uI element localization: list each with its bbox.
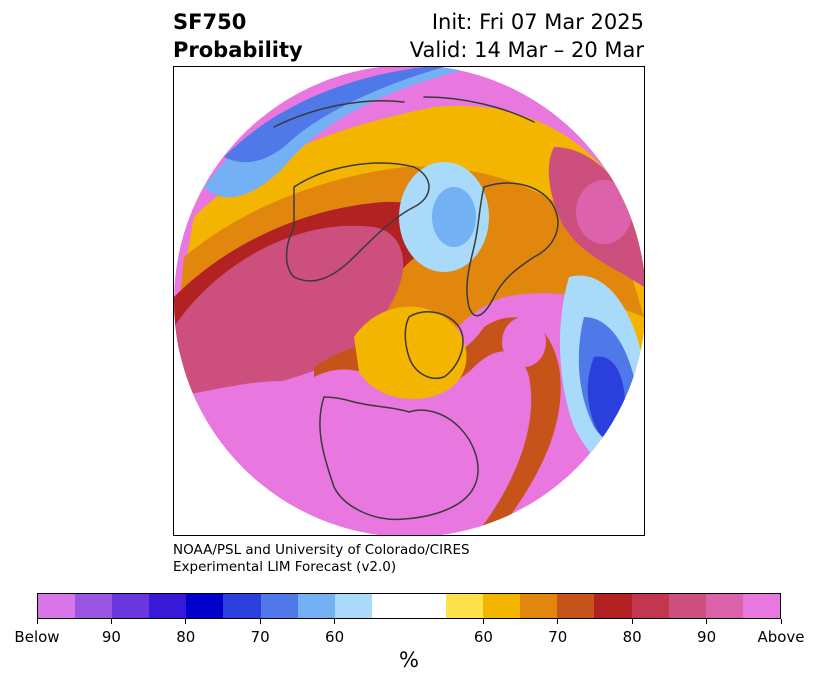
cold-pool-northwest-core xyxy=(224,67,444,163)
colorbar-cell xyxy=(557,594,595,618)
credit-line-1: NOAA/PSL and University of Colorado/CIRE… xyxy=(173,542,470,558)
colorbar-unit: % xyxy=(399,648,419,672)
cold-pool-northwest xyxy=(204,67,474,198)
colorbar-cell xyxy=(742,594,780,618)
colorbar-tick-label: 70 xyxy=(250,628,270,646)
valid-period: Valid: 14 Mar – 20 Mar xyxy=(409,38,644,62)
cold-pool-arctic-core xyxy=(432,187,476,247)
coastline-north-america xyxy=(319,396,479,521)
colorbar-cell xyxy=(38,594,76,618)
colorbar-tick-mark xyxy=(185,619,187,624)
colorbar-tick-mark xyxy=(780,619,782,624)
colorbar-tick-label: 80 xyxy=(622,628,642,646)
field-name: Probability xyxy=(173,38,303,62)
colorbar-tick-mark xyxy=(631,619,633,624)
colorbar-cell xyxy=(75,594,113,618)
colorbar xyxy=(37,593,781,619)
colorbar-tick-label: Below xyxy=(14,628,60,646)
colorbar-cell xyxy=(223,594,261,618)
coastline-greenland xyxy=(404,311,464,379)
colorbar-cell xyxy=(520,594,558,618)
map-title: SF750 Probability xyxy=(173,8,303,64)
colorbar-tick-mark xyxy=(482,619,484,624)
forecast-dates: Init: Fri 07 Mar 2025 Valid: 14 Mar – 20… xyxy=(410,8,644,64)
colorbar-tick-label: 70 xyxy=(548,628,568,646)
colorbar-cell xyxy=(186,594,224,618)
pink-north xyxy=(174,225,404,407)
colorbar-tick-mark xyxy=(36,619,38,624)
colorbar-tick-mark xyxy=(706,619,708,624)
credit-text: NOAA/PSL and University of Colorado/CIRE… xyxy=(173,542,470,576)
colorbar-cell xyxy=(631,594,669,618)
colorbar-tick-label: 90 xyxy=(697,628,717,646)
colorbar-tick-label: 60 xyxy=(325,628,345,646)
colorbar-tick-mark xyxy=(557,619,559,624)
coastline-asia xyxy=(285,162,430,282)
colorbar-cell xyxy=(446,594,484,618)
warm-pool-europe xyxy=(502,317,546,367)
coastline-europe xyxy=(466,182,559,317)
colorbar-tick-mark xyxy=(110,619,112,624)
credit-line-2: Experimental LIM Forecast (v2.0) xyxy=(173,559,397,575)
coastline-arctic xyxy=(273,96,535,128)
colorbar-cell xyxy=(149,594,187,618)
colorbar-cell xyxy=(334,594,372,618)
colorbar-tick-label: 80 xyxy=(176,628,196,646)
ring-yellow-center xyxy=(354,306,467,400)
colorbar-tick-label: 60 xyxy=(473,628,493,646)
colorbar-tick-label: 90 xyxy=(101,628,121,646)
colorbar-cell xyxy=(112,594,150,618)
product-name: SF750 xyxy=(173,10,247,34)
colorbar-cell xyxy=(371,594,409,618)
colorbar-cell xyxy=(594,594,632,618)
colorbar-cell xyxy=(705,594,743,618)
colorbar-cell xyxy=(260,594,298,618)
map-canvas xyxy=(174,67,644,535)
colorbar-cell xyxy=(483,594,521,618)
polar-map xyxy=(173,66,645,536)
colorbar-cell xyxy=(408,594,447,618)
colorbar-tick-mark xyxy=(334,619,336,624)
warm-pool-northeast-core xyxy=(576,180,632,244)
colorbar-tick-mark xyxy=(259,619,261,624)
colorbar-cell xyxy=(297,594,335,618)
init-date: Init: Fri 07 Mar 2025 xyxy=(431,10,644,34)
colorbar-tick-label: Above xyxy=(757,628,805,646)
pink-south xyxy=(174,322,547,535)
colorbar-cell xyxy=(668,594,706,618)
